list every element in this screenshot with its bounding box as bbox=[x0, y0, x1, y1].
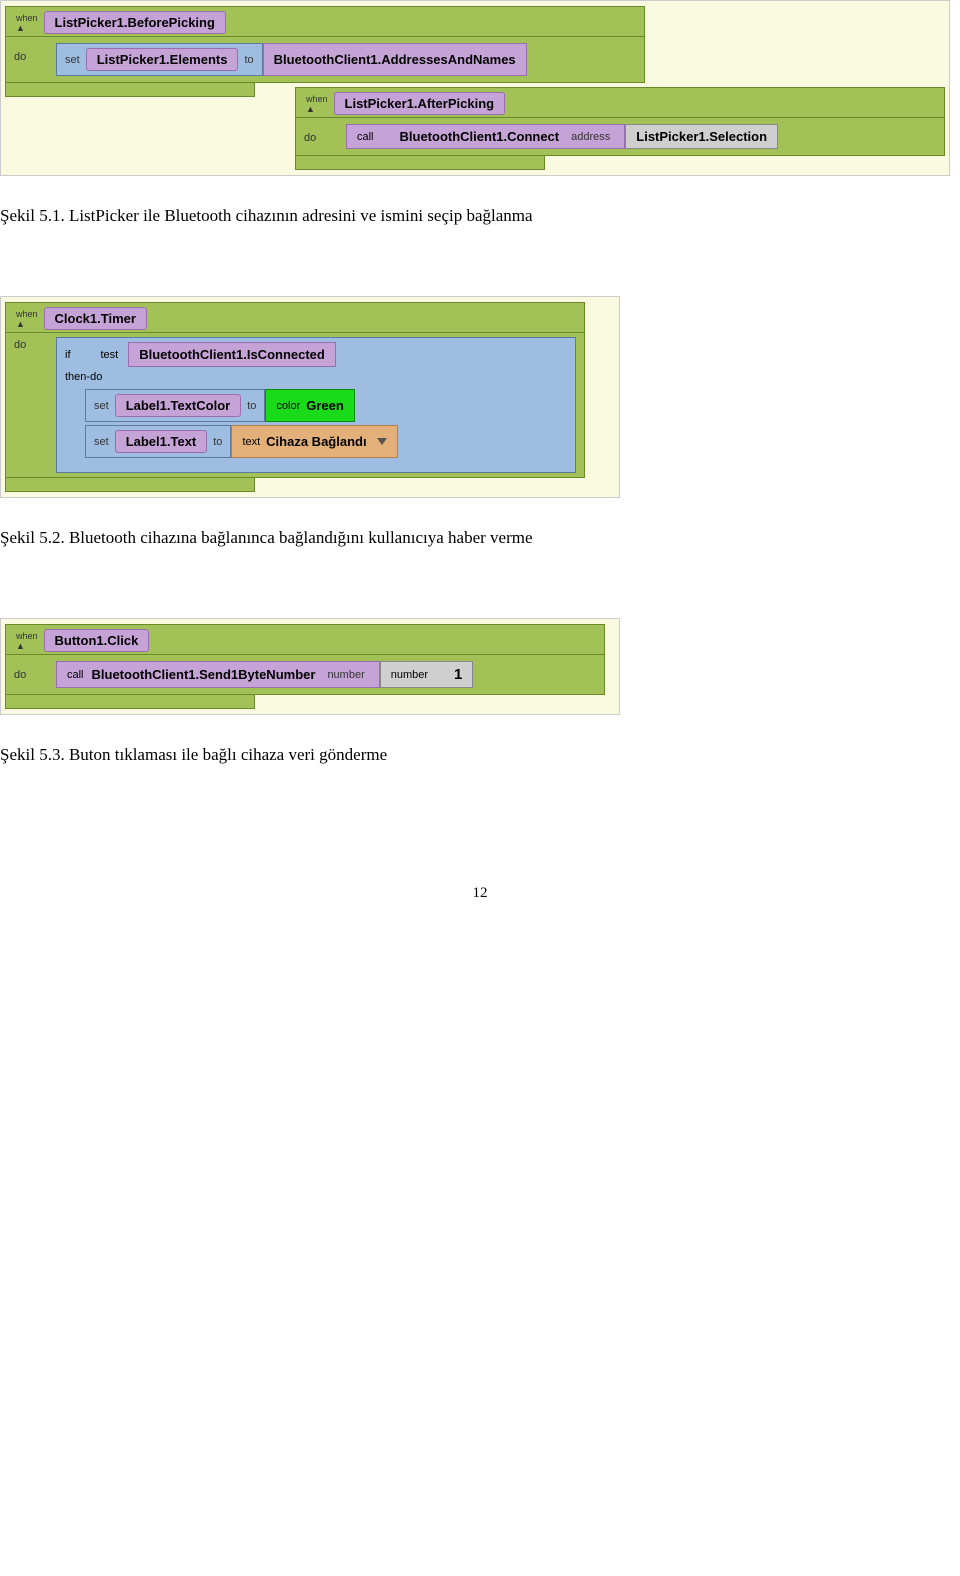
color-block[interactable]: color Green bbox=[265, 389, 354, 422]
number-value: 1 bbox=[454, 666, 462, 683]
caption-5-3: Şekil 5.3. Buton tıklaması ile bağlı cih… bbox=[0, 745, 960, 765]
property-pill[interactable]: Label1.TextColor bbox=[115, 394, 242, 417]
collapse-icon[interactable]: when▲ bbox=[16, 13, 38, 33]
call-row: call BluetoothClient1.Connect address Li… bbox=[316, 124, 936, 149]
event-header: when▲ Button1.Click bbox=[5, 624, 605, 654]
event-button-click[interactable]: when▲ Button1.Click do call BluetoothCli… bbox=[5, 624, 605, 709]
to-keyword: to bbox=[247, 400, 256, 412]
canvas-1: when▲ ListPicker1.BeforePicking do set L… bbox=[0, 0, 950, 176]
getter-block[interactable]: BluetoothClient1.AddressesAndNames bbox=[263, 43, 527, 76]
event-header: when▲ ListPicker1.AfterPicking bbox=[295, 87, 945, 117]
method-name: BluetoothClient1.Send1ByteNumber bbox=[92, 667, 316, 682]
do-label: do bbox=[14, 339, 26, 351]
dropdown-icon[interactable] bbox=[377, 438, 387, 445]
caption-5-2: Şekil 5.2. Bluetooth cihazına bağlanınca… bbox=[0, 528, 960, 548]
event-footer bbox=[5, 83, 255, 97]
text-keyword: text bbox=[242, 436, 260, 448]
set-block[interactable]: set ListPicker1.Elements to bbox=[56, 43, 263, 76]
event-body: do call BluetoothClient1.Send1ByteNumber… bbox=[5, 654, 605, 695]
set-textcolor-block[interactable]: set Label1.TextColor to bbox=[85, 389, 265, 422]
arg-value-text: ListPicker1.Selection bbox=[636, 129, 767, 144]
do-label: do bbox=[14, 669, 26, 681]
text-block[interactable]: text Cihaza Bağlandı bbox=[231, 425, 397, 458]
call-block[interactable]: call BluetoothClient1.Send1ByteNumber nu… bbox=[56, 661, 380, 688]
arg-label: address bbox=[567, 131, 614, 143]
color-value: Green bbox=[306, 398, 344, 413]
call-row: call BluetoothClient1.Send1ByteNumber nu… bbox=[26, 661, 596, 688]
event-body: do if test BluetoothClient1.IsConnected … bbox=[5, 332, 585, 478]
arg-value[interactable]: ListPicker1.Selection bbox=[625, 124, 778, 149]
property-pill[interactable]: ListPicker1.Elements bbox=[86, 48, 239, 71]
set-keyword: set bbox=[94, 400, 109, 412]
event-title[interactable]: ListPicker1.BeforePicking bbox=[44, 11, 226, 34]
to-keyword: to bbox=[213, 436, 222, 448]
event-clock-timer[interactable]: when▲ Clock1.Timer do if test BluetoothC… bbox=[5, 302, 585, 492]
caption-5-1: Şekil 5.1. ListPicker ile Bluetooth ciha… bbox=[0, 206, 960, 226]
color-keyword: color bbox=[276, 400, 300, 412]
getter-value: BluetoothClient1.AddressesAndNames bbox=[274, 52, 516, 67]
event-title[interactable]: ListPicker1.AfterPicking bbox=[334, 92, 506, 115]
page-number: 12 bbox=[0, 885, 960, 902]
if-body: set Label1.TextColor to color Green bbox=[65, 389, 398, 458]
number-keyword: number bbox=[391, 669, 428, 681]
do-label: do bbox=[14, 51, 26, 63]
set-keyword: set bbox=[94, 436, 109, 448]
collapse-icon[interactable]: when▲ bbox=[16, 309, 38, 329]
to-keyword: to bbox=[244, 54, 253, 66]
arg-label: number bbox=[323, 669, 368, 681]
event-footer bbox=[5, 695, 255, 709]
if-head: if test BluetoothClient1.IsConnected bbox=[65, 342, 336, 367]
number-block[interactable]: number 1 bbox=[380, 661, 474, 688]
call-keyword: call bbox=[357, 131, 374, 143]
canvas-2: when▲ Clock1.Timer do if test BluetoothC… bbox=[0, 296, 620, 498]
canvas-3: when▲ Button1.Click do call BluetoothCli… bbox=[0, 618, 620, 715]
event-footer bbox=[5, 478, 255, 492]
event-beforepicking[interactable]: when▲ ListPicker1.BeforePicking do set L… bbox=[5, 6, 645, 97]
do-label: do bbox=[304, 132, 316, 144]
event-title[interactable]: Button1.Click bbox=[44, 629, 150, 652]
test-keyword: test bbox=[101, 349, 119, 361]
event-header: when▲ Clock1.Timer bbox=[5, 302, 585, 332]
text-value: Cihaza Bağlandı bbox=[266, 434, 366, 449]
event-body: do call BluetoothClient1.Connect address… bbox=[295, 117, 945, 156]
collapse-icon[interactable]: when▲ bbox=[16, 631, 38, 651]
set-row: set ListPicker1.Elements to BluetoothCli… bbox=[26, 43, 636, 76]
if-block[interactable]: if test BluetoothClient1.IsConnected the… bbox=[56, 337, 576, 473]
set-text-block[interactable]: set Label1.Text to bbox=[85, 425, 231, 458]
call-block[interactable]: call BluetoothClient1.Connect address bbox=[346, 124, 625, 149]
then-do-label: then-do bbox=[65, 371, 102, 383]
test-value-text: BluetoothClient1.IsConnected bbox=[139, 347, 325, 362]
event-title[interactable]: Clock1.Timer bbox=[44, 307, 147, 330]
set-keyword: set bbox=[65, 54, 80, 66]
method-name: BluetoothClient1.Connect bbox=[400, 129, 560, 144]
collapse-icon[interactable]: when▲ bbox=[306, 94, 328, 114]
event-footer bbox=[295, 156, 545, 170]
event-afterpicking[interactable]: when▲ ListPicker1.AfterPicking do call B… bbox=[295, 87, 945, 170]
property-pill[interactable]: Label1.Text bbox=[115, 430, 208, 453]
test-value[interactable]: BluetoothClient1.IsConnected bbox=[128, 342, 336, 367]
call-keyword: call bbox=[67, 669, 84, 681]
if-keyword: if bbox=[65, 349, 71, 361]
event-body: do set ListPicker1.Elements to Bluetooth… bbox=[5, 36, 645, 83]
event-header: when▲ ListPicker1.BeforePicking bbox=[5, 6, 645, 36]
